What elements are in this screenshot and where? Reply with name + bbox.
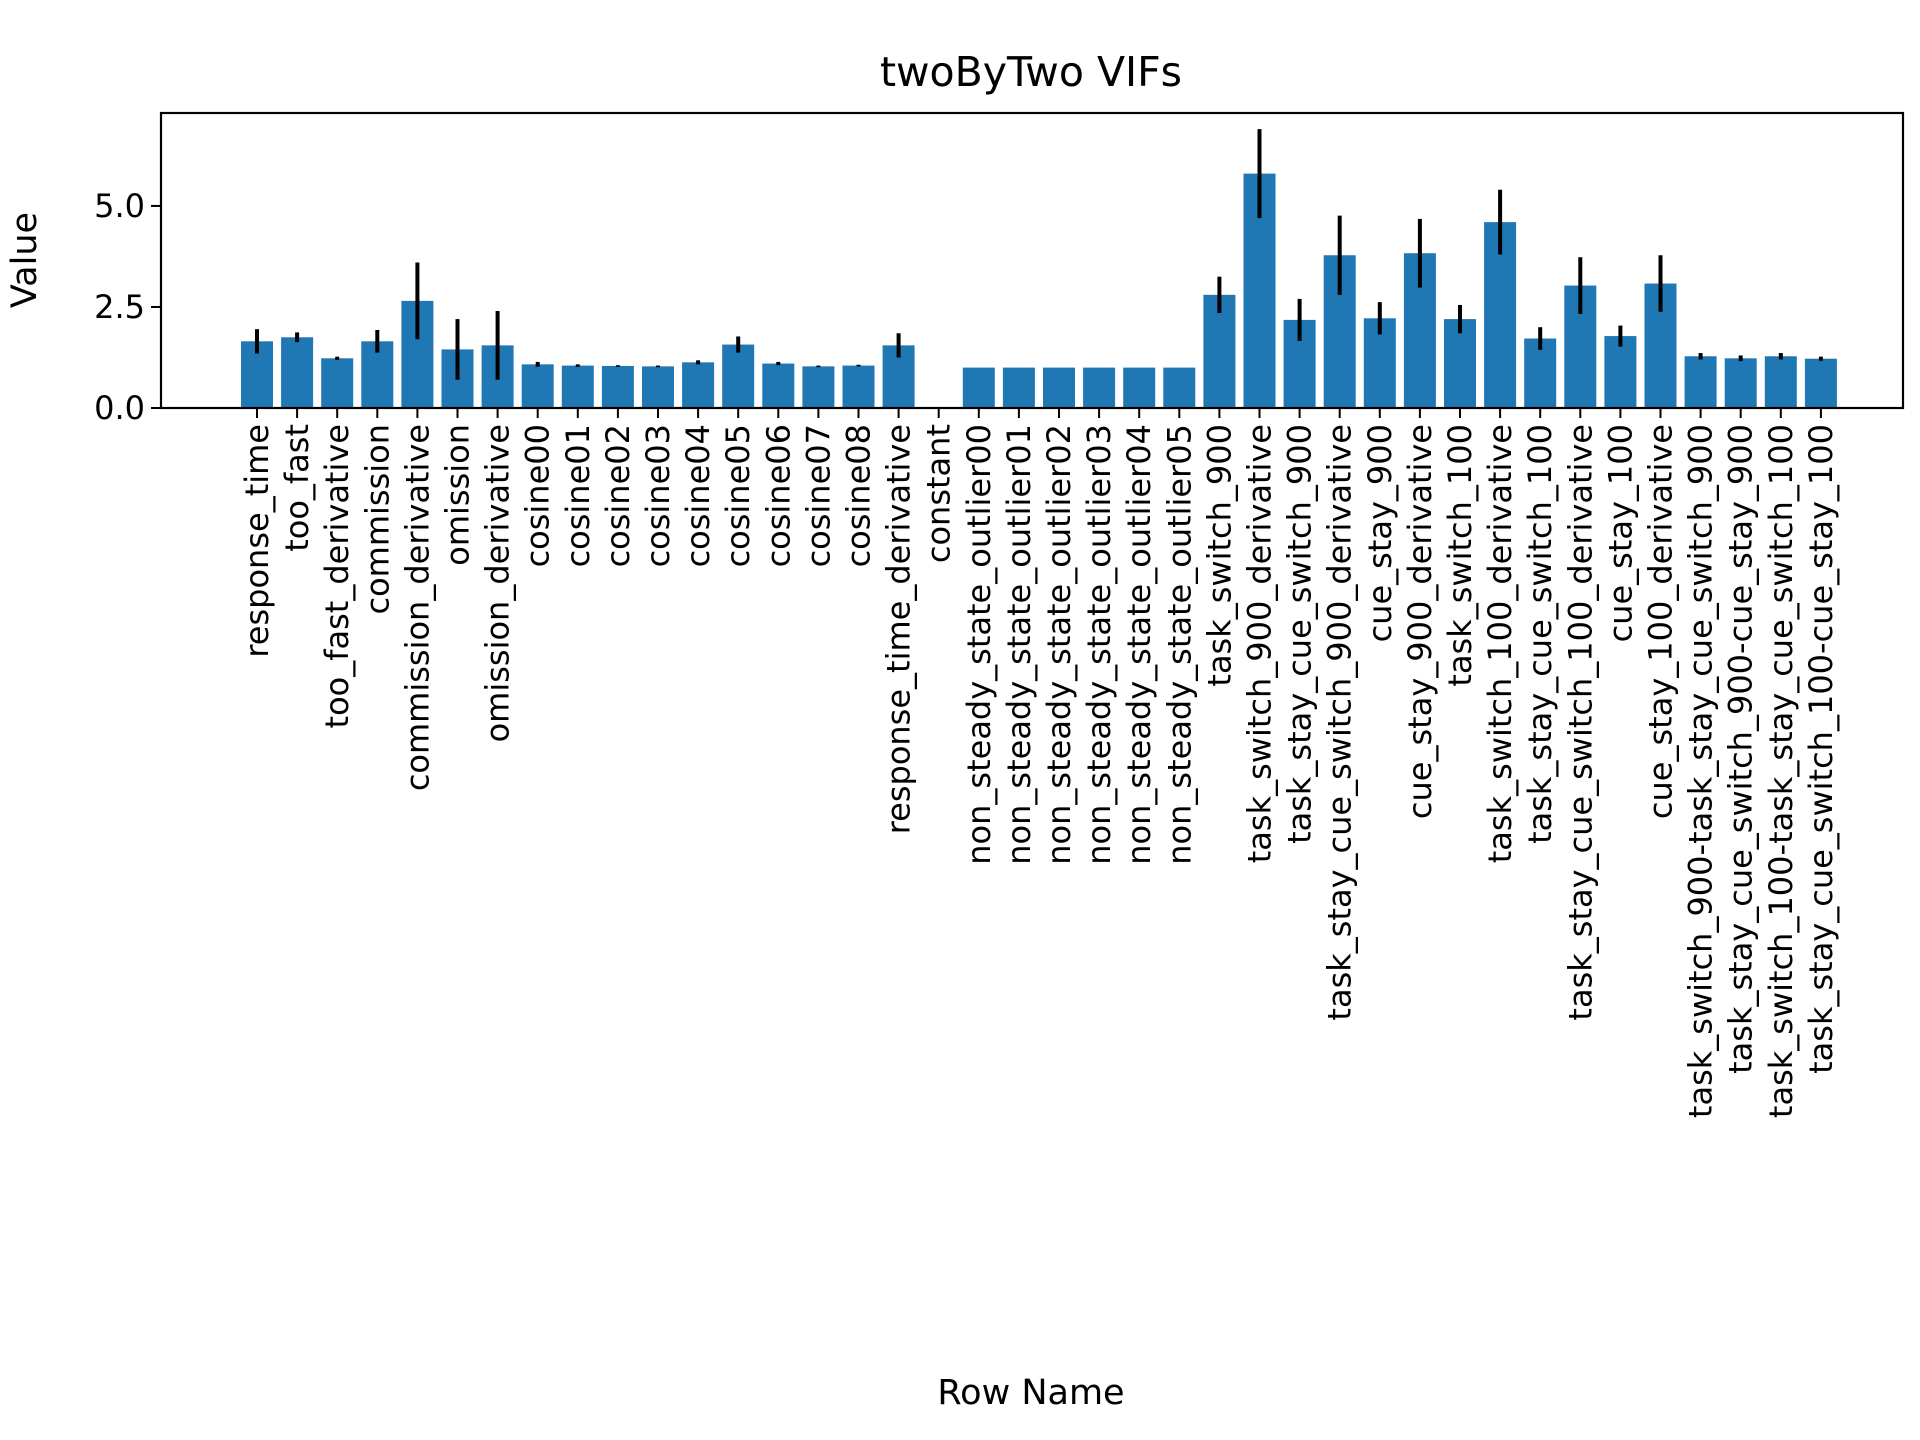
bar bbox=[321, 358, 354, 408]
x-tick-label: non_steady_state_outlier04 bbox=[1120, 424, 1158, 865]
error-bars bbox=[255, 129, 1823, 380]
x-tick-label: task_stay_cue_switch_100 bbox=[1521, 424, 1559, 844]
x-tick-label: response_time_derivative bbox=[880, 424, 918, 834]
x-tick-label: task_stay_cue_switch_100_derivative bbox=[1561, 424, 1599, 1021]
bar bbox=[1524, 338, 1557, 408]
bar bbox=[762, 363, 795, 408]
plot-frame bbox=[159, 111, 1905, 410]
x-tick-label: non_steady_state_outlier05 bbox=[1160, 424, 1198, 865]
y-tick-label: 0.0 bbox=[94, 389, 145, 427]
bar bbox=[1203, 294, 1236, 408]
x-tick-label: cue_stay_100_derivative bbox=[1642, 424, 1680, 819]
x-tick-label: cosine00 bbox=[519, 424, 557, 567]
bar bbox=[722, 344, 755, 408]
y-tick-label: 5.0 bbox=[94, 187, 145, 225]
bar bbox=[1043, 367, 1075, 408]
x-tick-label: cosine05 bbox=[719, 424, 757, 567]
x-axis-ticks: response_time too_fast too_fast_derivative… bbox=[238, 408, 1840, 1118]
y-axis-ticks: 0.0 2.5 5.0 bbox=[94, 187, 161, 427]
x-tick-label: response_time bbox=[238, 424, 276, 658]
y-tick-label: 2.5 bbox=[94, 288, 145, 326]
x-tick-label: task_stay_cue_switch_900 bbox=[1281, 424, 1319, 844]
x-tick-label: too_fast bbox=[278, 424, 316, 552]
bar bbox=[281, 337, 314, 408]
x-tick-label: task_switch_100-task_stay_cue_switch_100 bbox=[1762, 424, 1800, 1118]
bar bbox=[1764, 356, 1797, 408]
x-tick-label: non_steady_state_outlier03 bbox=[1080, 424, 1118, 865]
x-tick-label: cue_stay_100 bbox=[1601, 424, 1639, 642]
bar bbox=[521, 364, 554, 408]
x-axis-label: Row Name bbox=[937, 1373, 1124, 1413]
x-tick-label: omission bbox=[439, 424, 477, 566]
bar bbox=[1083, 367, 1116, 408]
x-tick-label: cosine02 bbox=[599, 424, 637, 567]
bar bbox=[1163, 367, 1196, 408]
bar bbox=[1724, 358, 1757, 408]
x-tick-label: task_stay_cue_switch_900_derivative bbox=[1321, 424, 1359, 1021]
bar bbox=[1684, 356, 1717, 408]
x-tick-label: cue_stay_900 bbox=[1361, 424, 1399, 642]
x-tick-label: cosine04 bbox=[679, 424, 717, 567]
x-tick-label: task_switch_900-task_stay_cue_switch_900 bbox=[1682, 424, 1720, 1118]
x-tick-label: task_switch_900_derivative bbox=[1241, 424, 1279, 863]
x-tick-label: non_steady_state_outlier02 bbox=[1040, 424, 1078, 865]
bar bbox=[1002, 367, 1035, 408]
bar bbox=[802, 366, 835, 408]
bar bbox=[682, 362, 715, 408]
bar bbox=[962, 367, 995, 408]
x-tick-label: cue_stay_900_derivative bbox=[1401, 424, 1439, 819]
x-tick-label: non_steady_state_outlier00 bbox=[960, 424, 998, 865]
bar bbox=[1123, 367, 1156, 408]
x-tick-label: task_switch_900 bbox=[1200, 424, 1238, 687]
bars bbox=[241, 173, 1837, 408]
x-tick-label: cosine03 bbox=[639, 424, 677, 567]
x-tick-label: task_switch_100_derivative bbox=[1481, 424, 1519, 863]
bar bbox=[601, 365, 634, 408]
bar bbox=[1604, 336, 1637, 408]
x-tick-label: non_steady_state_outlier01 bbox=[1000, 424, 1038, 865]
y-axis-label: Value bbox=[5, 212, 45, 308]
chart-title: twoByTwo VIFs bbox=[880, 48, 1182, 96]
x-tick-label: task_stay_cue_switch_900-cue_stay_900 bbox=[1722, 424, 1760, 1074]
x-tick-label: cosine07 bbox=[799, 424, 837, 567]
bar bbox=[1444, 319, 1476, 408]
x-tick-label: commission bbox=[358, 424, 396, 615]
bar bbox=[1804, 358, 1837, 408]
bar bbox=[561, 365, 594, 408]
x-tick-label: omission_derivative bbox=[479, 424, 517, 742]
x-tick-label: cosine01 bbox=[559, 424, 597, 567]
x-tick-label: task_switch_100 bbox=[1441, 424, 1479, 687]
x-tick-label: cosine08 bbox=[840, 424, 878, 567]
bar bbox=[842, 365, 875, 408]
x-tick-label: constant bbox=[920, 424, 958, 563]
x-tick-label: commission_derivative bbox=[398, 424, 436, 791]
x-tick-label: task_stay_cue_switch_100-cue_stay_100 bbox=[1802, 424, 1840, 1074]
x-tick-label: cosine06 bbox=[759, 424, 797, 567]
bar bbox=[642, 366, 674, 408]
x-tick-label: too_fast_derivative bbox=[318, 424, 356, 728]
